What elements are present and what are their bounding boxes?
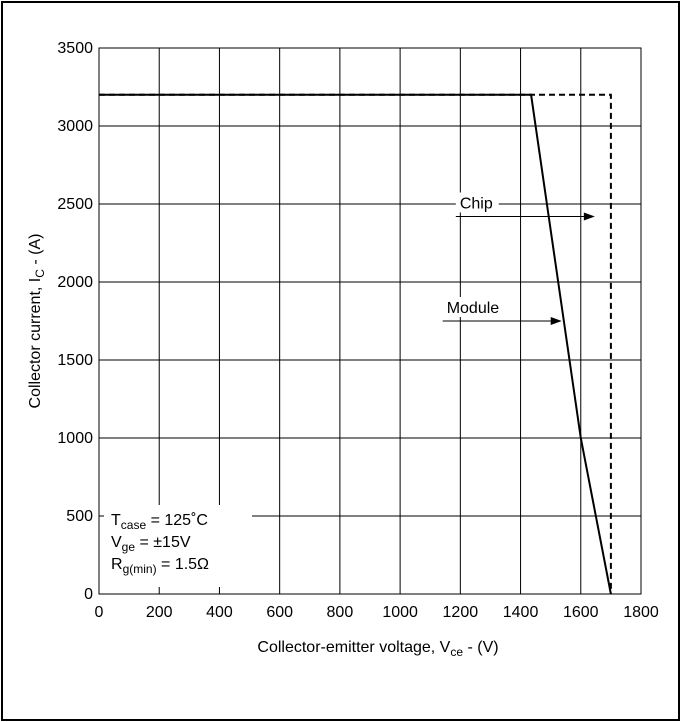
x-tick-label: 1600	[563, 604, 599, 621]
y-tick-label: 0	[84, 586, 93, 603]
annotation-module: Module	[442, 297, 562, 325]
annotation-arrowhead	[550, 317, 562, 325]
y-axis-label: Collector current, IC - (A)	[27, 234, 47, 409]
condition-line: Tcase = 125˚C	[111, 512, 208, 532]
y-tick-label: 1000	[57, 430, 93, 447]
conditions-box	[104, 505, 252, 587]
x-axis-label: Collector-emitter voltage, Vce - (V)	[257, 639, 498, 659]
annotation-label-bg	[442, 297, 506, 317]
x-tick-label: 1400	[503, 604, 539, 621]
y-tick-label: 2500	[57, 196, 93, 213]
y-tick-label: 2000	[57, 274, 93, 291]
x-tick-label: 1000	[382, 604, 418, 621]
x-tick-label: 600	[266, 604, 293, 621]
x-tick-label: 0	[95, 604, 104, 621]
annotation-label: Chip	[460, 195, 493, 212]
annotation-label-bg	[455, 192, 499, 213]
x-tick-labels: 0 200 400 600 800 1000 1200 1400 1600 1800	[95, 604, 659, 621]
x-tick-label: 800	[327, 604, 354, 621]
x-tick-label: 1200	[443, 604, 479, 621]
annotation-chip: Chip	[455, 192, 595, 221]
y-tick-label: 3000	[57, 118, 93, 135]
condition-line: Vge = ±15V	[111, 534, 191, 554]
series-lines	[99, 93, 612, 595]
y-tick-label: 1500	[57, 352, 93, 369]
x-tick-label: 1800	[623, 604, 659, 621]
y-tick-label: 3500	[57, 40, 93, 57]
annotation-label: Module	[447, 300, 500, 317]
x-tick-label: 200	[146, 604, 173, 621]
y-tick-label: 500	[66, 508, 93, 525]
x-tick-label: 400	[206, 604, 233, 621]
plot-area-border	[98, 47, 642, 595]
annotation-arrowhead	[583, 212, 595, 221]
series-module-line	[99, 93, 612, 595]
condition-line: Rg(min) = 1.5Ω	[111, 556, 209, 576]
annotations: Chip Module	[442, 192, 595, 325]
y-tick-labels: 0 500 1000 1500 2000 2500 3000 3500	[57, 40, 93, 603]
